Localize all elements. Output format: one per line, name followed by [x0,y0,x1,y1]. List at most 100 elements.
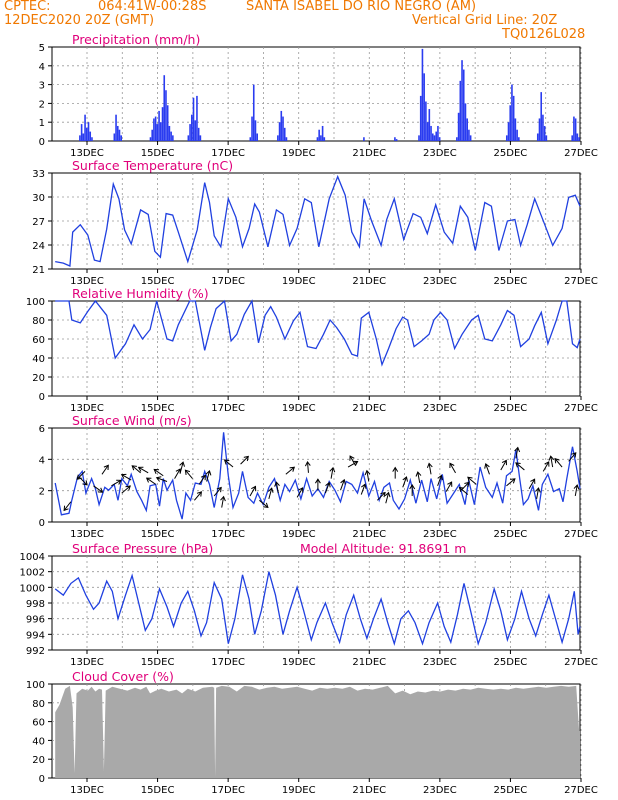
rh-title: Relative Humidity (%) [72,286,209,301]
wind-vector [536,487,540,499]
cloud-xtick-label: 25DEC [494,785,528,796]
wind-vector [515,462,525,471]
wind-vector-head [205,469,212,476]
precip-bar [545,135,548,141]
header-station: SANTA ISABEL DO RIO NEGRO (AM) [246,0,477,14]
wind-vector-head [501,459,507,466]
temp-ytick-label: 24 [32,241,45,252]
wind-xtick-label: 25DEC [494,529,528,540]
wind-vector-head [384,491,391,498]
precip-bar [172,135,174,141]
precip-bar [426,122,429,141]
wind-vector-head [184,469,191,475]
precip-bar [418,135,420,141]
precip-bar [161,107,164,141]
wind-vector [550,456,554,468]
rh-xtick-label: 19DEC [282,403,316,414]
precip-bar [437,125,439,141]
precip-bar [509,105,512,141]
wind-vector-head [530,478,536,484]
pres-ytick-label: 1002 [20,568,45,579]
wind-vector-head [216,486,222,493]
wind-ytick-label: 0 [39,518,45,529]
wind-vector-head [179,461,185,467]
wind-vector [459,487,469,495]
wind-vector [360,484,366,495]
precip-bar [113,133,116,141]
rh-ytick-label: 40 [32,354,45,365]
wind-vector-head [314,478,321,484]
wind-vector [428,463,432,475]
precip-bar [256,133,258,141]
precip-bar [280,110,283,141]
temp-frame [51,172,581,270]
wind-vector [376,492,386,501]
header-coordinates: 064:41W-00:28S [98,0,207,14]
precip-xtick-label: 25DEC [494,148,528,159]
precip-bar [252,84,255,141]
wind-vector [385,492,390,504]
temp-line [55,174,581,267]
precip-ytick-label: 0 [39,137,45,148]
wind-vector-head [120,473,127,479]
temp-xtick-label: 23DEC [423,276,457,287]
pres-title: Surface Pressure (hPa) [72,541,213,556]
wind-vector [417,472,421,484]
wind-vector [437,475,442,487]
pres-ytick-label: 994 [26,630,45,641]
precip-bar [168,125,171,141]
temp-xtick-label: 27DEC [564,276,598,287]
precip-bar [438,137,441,141]
wind-vector [153,469,164,477]
wind-vector-head [464,481,470,488]
precip-bar [165,90,167,141]
wind-vector [449,463,456,474]
wind-vector [275,482,279,494]
temp-title: Surface Temperature (nC) [72,158,233,173]
precip-bar [461,60,463,141]
precip-bar [170,131,172,141]
wind-vector-head [329,466,336,473]
precip-bar [153,118,155,141]
wind-vector-head [392,466,399,472]
wind-vector-head [360,483,367,489]
precip-bar [516,129,518,141]
wind-ytick-label: 4 [39,455,45,466]
wind-vector [330,467,334,479]
wind-vector [138,466,149,474]
rh-xtick-label: 27DEC [564,403,598,414]
wind-vector [445,481,453,492]
wind-vector-head [415,471,422,477]
wind-vector-head [325,481,331,488]
cloud-xtick-label: 19DEC [282,785,316,796]
wind-vector-head [364,469,371,476]
precip-bar [116,125,119,141]
precip-bar [82,133,85,141]
precip-bar [316,137,319,141]
precip-bar [80,124,83,141]
wind-vector-head [484,463,490,469]
wind-vector-head [352,460,359,466]
wind-vector-head [349,455,355,461]
temp-xtick-label: 19DEC [282,276,316,287]
wind-vector-head [145,477,152,483]
precip-frame [51,46,581,142]
cloud-xtick-label: 21DEC [352,785,386,796]
pres-xtick-label: 13DEC [70,657,104,668]
precip-bar [456,137,458,141]
precip-bar [321,125,324,141]
precip-bar [518,137,520,141]
wind-vector [402,476,407,488]
wind-vector-head [514,446,521,453]
precip-bar [87,122,90,141]
wind-vector [179,462,184,473]
wind-vector [467,476,477,485]
temp-ytick-label: 33 [32,169,45,180]
pres-frame [51,555,581,651]
wind-vector [249,486,256,497]
precip-bar [84,114,86,141]
rh-ytick-label: 80 [32,316,45,327]
cloud-xtick-label: 13DEC [70,785,104,796]
wind-vector-head [409,484,416,490]
